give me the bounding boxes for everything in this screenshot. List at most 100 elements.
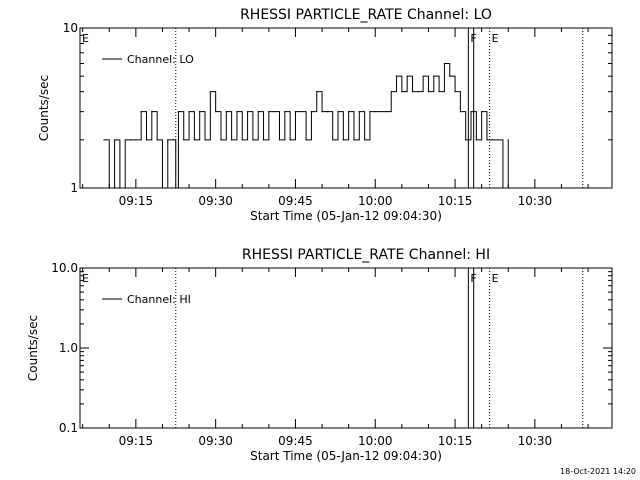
panel-hi: RHESSI PARTICLE_RATE Channel: HI 0.1 1.0 10…: [26, 247, 613, 463]
data-point: [481, 111, 483, 113]
data-point: [502, 187, 504, 189]
data-point: [310, 111, 313, 113]
data-point: [332, 139, 334, 141]
data-point: [300, 111, 302, 113]
x-axis-label: Start Time (05-Jan-12 09:04:30): [250, 449, 442, 463]
data-point: [379, 111, 382, 113]
plot-frame: [79, 27, 613, 189]
data-point: [465, 139, 467, 141]
data-point: [369, 111, 371, 113]
y-tick-label: 1.0: [59, 341, 78, 355]
data-point: [427, 91, 430, 93]
data-point: [231, 139, 233, 141]
y-tick-label: 10: [63, 21, 78, 35]
data-point: [459, 111, 461, 113]
y-tick-label: 0.1: [59, 421, 78, 435]
data-point: [358, 111, 360, 113]
chart-title: RHESSI PARTICLE_RATE Channel: HI: [242, 247, 490, 263]
data-point: [183, 139, 185, 141]
data-point: [348, 111, 350, 113]
data-point: [443, 62, 446, 65]
data-point: [353, 139, 355, 141]
data-point: [145, 139, 148, 141]
data-point: [262, 139, 265, 141]
x-tick-label: 10:00: [358, 434, 393, 448]
data-point: [204, 139, 206, 141]
y-tick-label: 1: [70, 181, 78, 195]
data-point: [395, 75, 398, 77]
data-point: [385, 111, 387, 113]
event-marker-label: E: [492, 32, 499, 45]
data-point: [236, 111, 238, 113]
data-point: [342, 139, 344, 141]
data-point: [113, 139, 116, 141]
data-point: [193, 139, 195, 141]
data-point: [374, 111, 376, 113]
x-tick-label: 10:30: [518, 434, 553, 448]
data-point: [172, 139, 174, 141]
data-point: [507, 139, 509, 141]
data-point: [294, 111, 297, 113]
x-tick-label: 10:15: [438, 194, 473, 208]
data-point: [305, 139, 307, 141]
x-tick-label: 09:45: [278, 194, 313, 208]
data-point: [273, 111, 275, 113]
data-point: [241, 139, 243, 141]
legend-entry: Channel: LO: [127, 53, 194, 66]
x-tick-label: 10:15: [438, 434, 473, 448]
data-point: [454, 91, 456, 93]
data-point: [135, 139, 137, 141]
data-point: [257, 111, 259, 113]
data-point: [156, 139, 158, 141]
data-point: [252, 139, 254, 141]
plot-frame: [79, 267, 613, 429]
data-point: [417, 91, 419, 93]
data-point: [289, 139, 291, 141]
data-point: [449, 75, 451, 77]
data-point: [119, 187, 121, 189]
data-point: [140, 111, 142, 113]
data-point: [364, 139, 366, 141]
data-point: [175, 187, 177, 189]
event-marker-label: F: [470, 272, 476, 285]
y-axis-label: Counts/sec: [37, 75, 51, 141]
data-point: [278, 139, 281, 141]
chart-title: RHESSI PARTICLE_RATE Channel: LO: [240, 7, 492, 23]
data-point: [326, 111, 328, 113]
x-axis-label: Start Time (05-Jan-12 09:04:30): [250, 209, 442, 223]
data-point: [401, 91, 403, 93]
data-point: [103, 139, 105, 141]
x-tick-label: 10:00: [358, 194, 393, 208]
data-point: [246, 111, 249, 113]
x-tick-label: 09:30: [198, 194, 233, 208]
x-tick-label: 09:15: [119, 434, 154, 448]
data-point: [411, 91, 414, 93]
x-tick-label: 10:30: [518, 194, 553, 208]
x-tick-label: 09:15: [119, 194, 154, 208]
panel-lo: RHESSI PARTICLE_RATE Channel: LO 1 10 09:15…: [37, 7, 613, 223]
data-point: [129, 139, 132, 141]
data-point: [151, 111, 153, 113]
data-point: [316, 91, 318, 93]
event-marker-label: F: [470, 32, 476, 45]
y-tick-label: 10.0: [51, 261, 78, 275]
data-point: [337, 111, 339, 113]
data-point: [177, 111, 180, 113]
data-point: [220, 139, 222, 141]
event-marker-label: E: [82, 32, 89, 45]
data-point: [321, 111, 323, 113]
data-point: [167, 139, 169, 141]
x-tick-label: 09:45: [278, 434, 313, 448]
data-point: [225, 111, 227, 113]
data-point: [188, 111, 190, 113]
data-point: [161, 187, 164, 189]
data-point: [406, 75, 408, 77]
event-marker-label: E: [82, 272, 89, 285]
data-point: [124, 139, 126, 141]
data-point: [486, 139, 488, 141]
data-point: [215, 111, 217, 113]
footer-timestamp: 18-Oct-2021 14:20: [560, 467, 636, 476]
event-marker-label: E: [492, 272, 499, 285]
data-point: [497, 139, 499, 141]
